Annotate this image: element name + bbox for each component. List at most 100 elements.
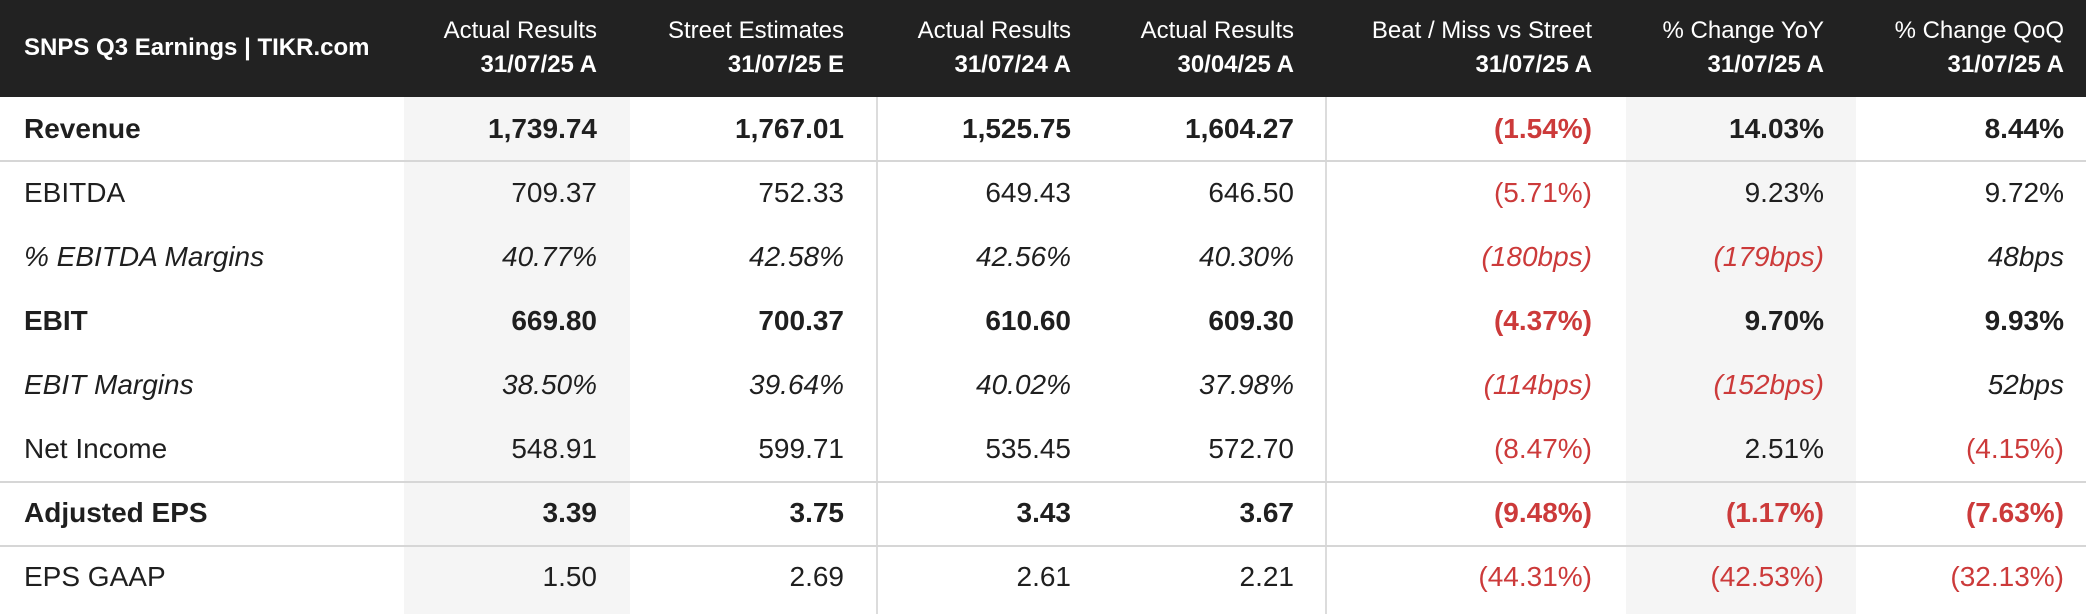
cell-actual-q3-24: 42.56%	[976, 241, 1071, 272]
cell-change-yoy: (179bps)	[1713, 241, 1824, 272]
cell-actual-q3-25: 1,739.74	[488, 113, 597, 144]
cell-actual-q2-25: 572.70	[1208, 433, 1294, 464]
column-header-actual-q2-25: Actual Results 30/04/25 A	[1141, 14, 1294, 82]
cell-actual-q3-25: 1.50	[542, 561, 598, 592]
cell-beat-miss: (180bps)	[1481, 241, 1592, 272]
cell-actual-q2-25: 609.30	[1208, 305, 1294, 336]
column-header-actual-q3-25: Actual Results 31/07/25 A	[444, 14, 597, 82]
cell-actual-q3-25: 669.80	[511, 305, 597, 336]
table-row: Net Income 548.91 599.71 535.45 572.70 (8.47%…	[0, 417, 2086, 481]
cell-actual-q3-24: 610.60	[985, 305, 1071, 336]
row-label: Revenue	[24, 113, 141, 144]
table-row: EBIT Margins 38.50% 39.64% 40.02% 37.98% (114…	[0, 353, 2086, 417]
column-header-change-yoy: % Change YoY 31/07/25 A	[1663, 14, 1824, 82]
cell-actual-q3-24: 2.61	[1016, 561, 1072, 592]
cell-beat-miss: (114bps)	[1483, 369, 1592, 400]
column-header-label: Actual Results	[443, 17, 597, 44]
cell-actual-q3-24: 535.45	[985, 433, 1071, 464]
col-divider	[876, 97, 878, 614]
column-header-label: Actual Results	[1140, 17, 1294, 44]
table-header: SNPS Q3 Earnings | TIKR.com Actual Resul…	[0, 0, 2086, 97]
column-header-date: 31/07/25 A	[1707, 51, 1824, 78]
cell-actual-q2-25: 646.50	[1208, 177, 1294, 208]
cell-street-estimates: 700.37	[758, 305, 844, 336]
cell-beat-miss: (5.71%)	[1493, 177, 1592, 208]
column-header-label: Beat / Miss vs Street	[1371, 17, 1592, 44]
cell-change-yoy: 9.70%	[1744, 305, 1824, 336]
cell-change-yoy: (42.53%)	[1710, 561, 1824, 592]
column-header-date: 31/07/24 A	[954, 51, 1071, 78]
cell-actual-q3-24: 649.43	[985, 177, 1071, 208]
cell-actual-q3-25: 709.37	[511, 177, 597, 208]
cell-actual-q2-25: 3.67	[1239, 497, 1295, 528]
row-label: EPS GAAP	[24, 561, 166, 592]
column-header-street-estimates: Street Estimates 31/07/25 E	[668, 14, 844, 82]
cell-change-yoy: (152bps)	[1713, 369, 1824, 400]
cell-street-estimates: 2.69	[789, 561, 845, 592]
row-separator	[0, 545, 2086, 547]
row-separator	[0, 160, 2086, 162]
cell-change-qoq: (4.15%)	[1965, 433, 2064, 464]
table-title: SNPS Q3 Earnings | TIKR.com	[24, 34, 370, 61]
cell-change-qoq: (7.63%)	[1965, 497, 2064, 528]
column-header-date: 30/04/25 A	[1177, 51, 1294, 78]
cell-change-qoq: 8.44%	[1984, 113, 2064, 144]
column-header-label: Street Estimates	[667, 17, 844, 44]
cell-change-yoy: (1.17%)	[1725, 497, 1824, 528]
cell-change-yoy: 14.03%	[1729, 113, 1824, 144]
column-header-label: % Change QoQ	[1894, 17, 2064, 44]
column-header-change-qoq: % Change QoQ 31/07/25 A	[1895, 14, 2064, 82]
column-header-label: Actual Results	[917, 17, 1071, 44]
row-label: % EBITDA Margins	[24, 241, 265, 272]
cell-beat-miss: (8.47%)	[1493, 433, 1592, 464]
cell-actual-q2-25: 40.30%	[1199, 241, 1294, 272]
table-row: Revenue 1,739.74 1,767.01 1,525.75 1,604.27 (…	[0, 97, 2086, 161]
cell-actual-q2-25: 2.21	[1239, 561, 1295, 592]
row-label: EBIT	[24, 305, 88, 336]
row-label: EBIT Margins	[24, 369, 194, 400]
cell-actual-q2-25: 1,604.27	[1185, 113, 1294, 144]
row-label: Net Income	[24, 433, 168, 464]
cell-actual-q3-24: 1,525.75	[962, 113, 1071, 144]
column-header-date: 31/07/25 A	[1475, 51, 1592, 78]
row-label: Adjusted EPS	[24, 497, 208, 528]
column-header-date: 31/07/25 E	[727, 51, 844, 78]
column-header-label: % Change YoY	[1662, 17, 1824, 44]
row-separator	[0, 481, 2086, 483]
cell-street-estimates: 752.33	[758, 177, 844, 208]
cell-actual-q2-25: 37.98%	[1199, 369, 1294, 400]
table-row: EPS GAAP 1.50 2.69 2.61 2.21 (44.31%) (42.53%)…	[0, 545, 2086, 609]
col-shade-yoy	[1626, 97, 1856, 614]
cell-actual-q3-25: 40.77%	[502, 241, 597, 272]
table-row: % EBITDA Margins 40.77% 42.58% 42.56% 40.30%…	[0, 225, 2086, 289]
cell-actual-q3-24: 3.43	[1016, 497, 1072, 528]
cell-change-yoy: 2.51%	[1744, 433, 1824, 464]
cell-change-qoq: 52bps	[1987, 369, 2064, 400]
cell-change-qoq: (32.13%)	[1950, 561, 2064, 592]
cell-street-estimates: 3.75	[789, 497, 845, 528]
cell-change-qoq: 48bps	[1987, 241, 2064, 272]
cell-actual-q3-25: 3.39	[542, 497, 598, 528]
cell-actual-q3-24: 40.02%	[976, 369, 1071, 400]
table-row: EBITDA 709.37 752.33 649.43 646.50 (5.71%) 9.2…	[0, 161, 2086, 225]
column-header-beat-miss: Beat / Miss vs Street 31/07/25 A	[1372, 14, 1592, 82]
col-shade-actual	[404, 97, 630, 614]
row-label: EBITDA	[24, 177, 126, 208]
cell-beat-miss: (1.54%)	[1493, 113, 1592, 144]
cell-change-yoy: 9.23%	[1744, 177, 1824, 208]
cell-actual-q3-25: 548.91	[511, 433, 597, 464]
cell-street-estimates: 599.71	[758, 433, 844, 464]
col-divider	[1325, 97, 1327, 614]
cell-beat-miss: (9.48%)	[1493, 497, 1592, 528]
cell-actual-q3-25: 38.50%	[502, 369, 597, 400]
cell-street-estimates: 39.64%	[749, 369, 844, 400]
cell-change-qoq: 9.93%	[1984, 305, 2064, 336]
cell-change-qoq: 9.72%	[1984, 177, 2064, 208]
column-header-date: 31/07/25 A	[1947, 51, 2064, 78]
cell-beat-miss: (44.31%)	[1478, 561, 1592, 592]
cell-street-estimates: 1,767.01	[735, 113, 844, 144]
column-header-actual-q3-24: Actual Results 31/07/24 A	[918, 14, 1071, 82]
table-row: Adjusted EPS 3.39 3.75 3.43 3.67 (9.48%) (1.17…	[0, 481, 2086, 545]
cell-street-estimates: 42.58%	[749, 241, 844, 272]
